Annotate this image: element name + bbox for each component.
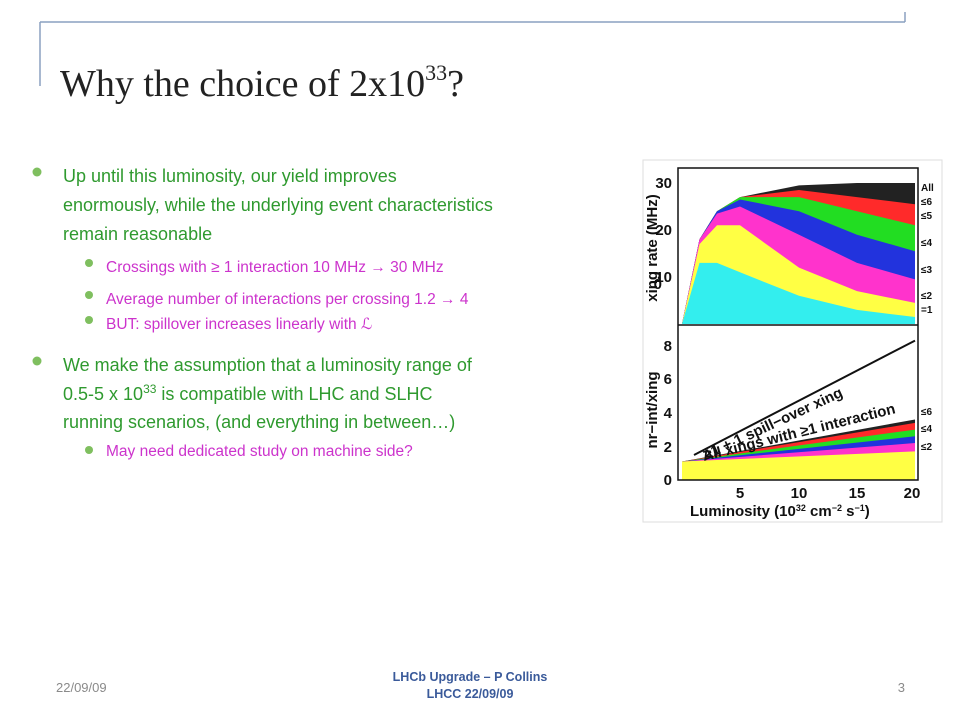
bullet-text: 0.5-5 x 1033 is compatible with LHC and … <box>63 382 433 404</box>
sub-bullet-text: May need dedicated study on machine side… <box>106 443 413 460</box>
x-label-part: ) <box>865 503 870 520</box>
bullet-icon <box>85 291 93 299</box>
legend-label: All <box>921 183 934 194</box>
legend-label: ≤6 <box>921 407 932 418</box>
bullet-icon <box>85 316 93 324</box>
sub-bullet-text: BUT: spillover increases linearly with ℒ <box>106 316 372 333</box>
bullet-icon <box>85 446 93 454</box>
sub-bullet-text: Average number of interactions per cross… <box>106 291 469 308</box>
title: Why the choice of 2x1033? <box>60 60 464 105</box>
figure: 0 10 20 30 0 2 4 6 8 5 10 15 20 xing rat… <box>642 159 943 523</box>
tick-label: 2 <box>664 439 672 456</box>
tick-label: 30 <box>655 175 672 192</box>
tick-label: 0 <box>664 472 672 489</box>
bullets: Up until this luminosity, our yield impr… <box>32 166 493 460</box>
tick-label: 15 <box>849 485 866 502</box>
bullet-icon <box>32 167 42 177</box>
bullet-text: Up until this luminosity, our yield impr… <box>63 166 397 186</box>
tick-label: 10 <box>791 485 808 502</box>
bullet-part: 0.5-5 x 10 <box>63 384 143 404</box>
spillover-line <box>693 339 916 456</box>
footer-center: LHCC 22/09/09 <box>427 687 514 701</box>
x-label-sup: 32 <box>796 503 806 513</box>
legend-label: =1 <box>921 305 933 316</box>
legend-label: ≤4 <box>921 238 932 249</box>
legend-label: ≤5 <box>921 211 932 222</box>
y-axis-label: xing rate (MHz) <box>644 194 661 302</box>
tick-label: 8 <box>664 338 672 355</box>
x-axis-label: Luminosity (1032 cm−2 s−1) <box>690 503 870 520</box>
title-text: Why the choice of 2x10 <box>60 63 425 105</box>
title-sup: 33 <box>425 60 447 85</box>
bullet-part: is compatible with LHC and SLHC <box>156 384 432 404</box>
tick-label: 4 <box>664 405 673 422</box>
sub-bullet-text: Crossings with ≥ 1 interaction 10 MHz → … <box>106 259 444 276</box>
bullet-icon <box>32 356 42 366</box>
bullet-text: remain reasonable <box>63 224 212 244</box>
footer-center: LHCb Upgrade – P Collins <box>393 670 548 684</box>
bullet-text: enormously, while the underlying event c… <box>63 195 493 215</box>
tick-label: 10 <box>655 269 672 286</box>
x-label-sup: −1 <box>855 503 865 513</box>
legend-label: ≤3 <box>921 265 932 276</box>
band <box>682 262 915 324</box>
legend-label: ≤4 <box>921 424 932 435</box>
tick-label: 20 <box>655 222 672 239</box>
footer-page: 3 <box>898 680 905 695</box>
x-label-part: cm <box>806 503 832 520</box>
tick-label: 0 <box>654 276 662 293</box>
legend-label: ≤6 <box>921 197 932 208</box>
tick-label: 20 <box>904 485 921 502</box>
x-label-part: Luminosity (10 <box>690 503 796 520</box>
legend-label: ≤2 <box>921 442 932 453</box>
x-label-sup: −2 <box>832 503 842 513</box>
bullet-text: We make the assumption that a luminosity… <box>63 355 473 375</box>
band <box>682 451 915 480</box>
bullet-text: running scenarios, (and everything in be… <box>63 412 455 432</box>
footer-date: 22/09/09 <box>56 680 107 695</box>
legend-label: ≤2 <box>921 291 932 302</box>
tick-label: 6 <box>664 371 672 388</box>
tick-label: 5 <box>736 485 744 502</box>
plot-frame <box>677 167 919 481</box>
title-suffix: ? <box>447 63 464 105</box>
bullet-icon <box>85 259 93 267</box>
x-label-part: s <box>842 503 855 520</box>
y-axis-label: nr−int/xing <box>644 371 661 448</box>
bullet-sup: 33 <box>143 382 157 396</box>
